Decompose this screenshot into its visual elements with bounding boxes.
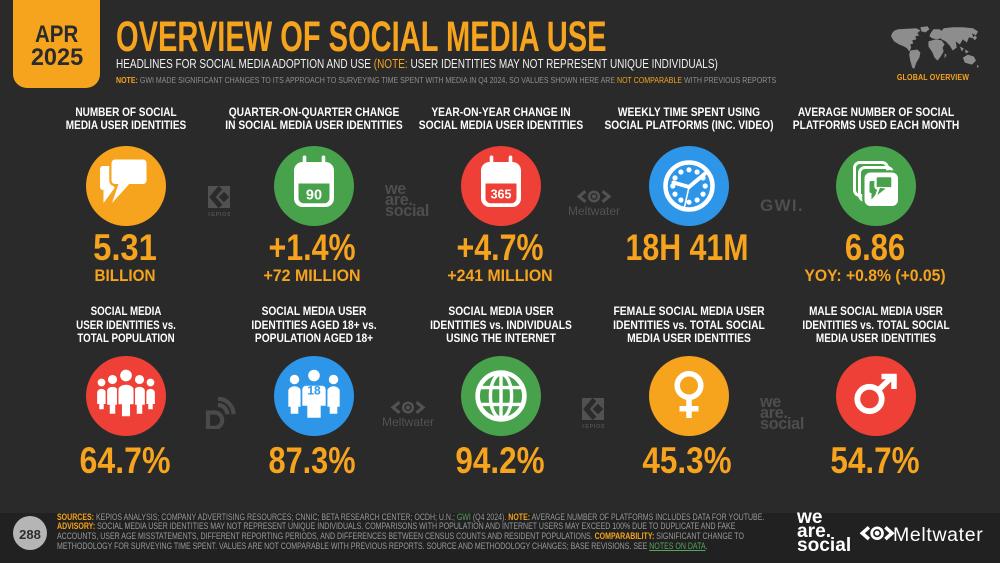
svg-text:18: 18 xyxy=(307,384,321,398)
svg-text:Meltwater: Meltwater xyxy=(568,204,620,218)
svg-text:KEPIOS: KEPIOS xyxy=(208,212,230,217)
svg-text:90: 90 xyxy=(305,188,321,204)
svg-text:365: 365 xyxy=(491,188,512,202)
svg-text:Meltwater: Meltwater xyxy=(382,415,434,429)
svg-text:KEPIOS: KEPIOS xyxy=(582,424,604,429)
